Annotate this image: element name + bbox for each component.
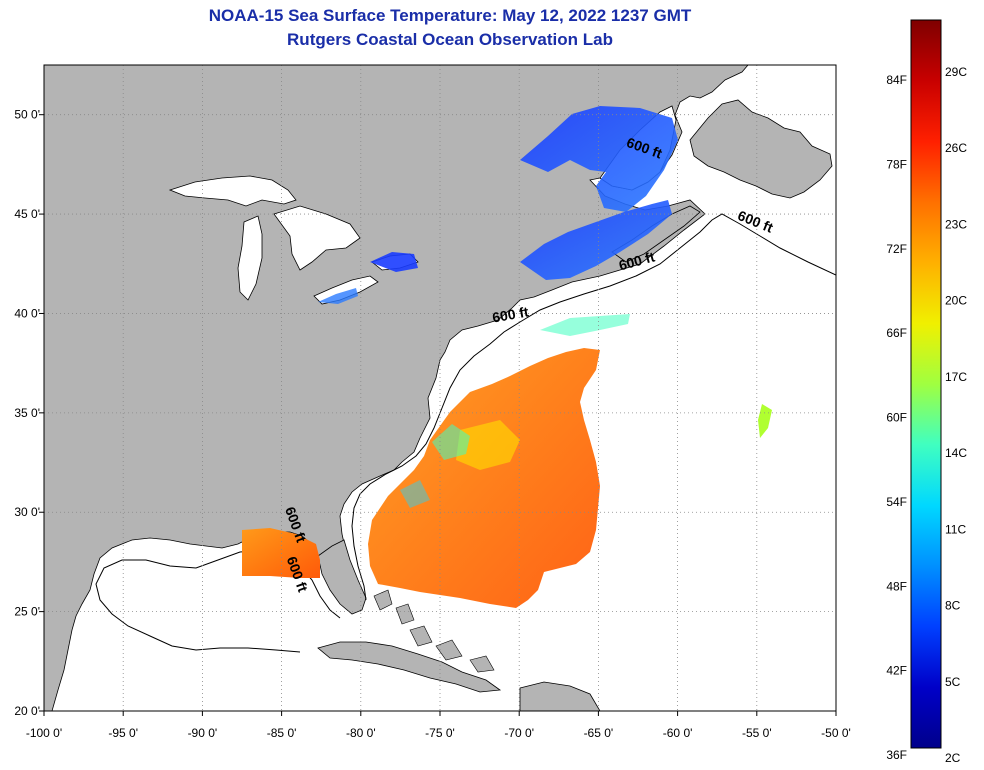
colorbar-f-label: 48F: [886, 579, 907, 593]
colorbar-f-label: 66F: [886, 326, 907, 340]
lat-axis: 20 0' 25 0' 30 0' 35 0' 40 0' 45 0' 50 0': [14, 108, 44, 718]
grid-lines: [43, 65, 837, 712]
lon-tick-label: -70 0': [504, 726, 534, 740]
lon-tick-label: -75 0': [425, 726, 455, 740]
colorbar-c-label: 29C: [945, 65, 967, 79]
colorbar-c-label: 11C: [945, 522, 966, 536]
lon-tick-label: -85 0': [267, 726, 297, 740]
lat-tick-label: 50 0': [14, 108, 40, 122]
colorbar-c-label: 23C: [945, 217, 967, 231]
lat-tick-label: 40 0': [14, 306, 40, 320]
land-cuba: [317, 641, 502, 693]
lon-tick-label: -50 0': [821, 726, 851, 740]
lon-tick-label: -100 0': [26, 726, 62, 740]
lon-tick-label: -55 0': [742, 726, 772, 740]
land-florida: [317, 539, 367, 615]
colorbar-f-label: 78F: [886, 157, 907, 171]
lat-tick-label: 30 0': [14, 505, 40, 519]
colorbar-c-label: 26C: [945, 141, 967, 155]
colorbar-f-label: 42F: [886, 664, 907, 678]
lake-michigan: [237, 215, 263, 301]
lon-axis: -100 0' -95 0' -90 0' -85 0' -80 0' -75 0' -70…: [26, 711, 851, 740]
lon-tick-label: -65 0': [584, 726, 614, 740]
contour-label-600ft: 600 ft: [491, 303, 530, 325]
colorbar-f-label: 36F: [886, 748, 907, 762]
lon-tick-label: -95 0': [108, 726, 138, 740]
lat-tick-label: 35 0': [14, 406, 40, 420]
colorbar-c-label: 14C: [945, 446, 967, 460]
colorbar-f-labels: 84F 78F 72F 66F 60F 54F 48F 42F 36F: [886, 73, 907, 762]
contour-600ft: [351, 213, 836, 601]
colorbar-f-label: 54F: [886, 495, 907, 509]
colorbar-c-label: 8C: [945, 599, 961, 613]
colorbar-c-label: 5C: [945, 675, 961, 689]
colorbar-c-labels: 29C 26C 23C 20C 17C 14C 11C 8C 5C 2C: [945, 65, 967, 765]
lat-tick-label: 20 0': [14, 704, 40, 718]
sst-swath: [242, 106, 772, 608]
colorbar-f-label: 84F: [886, 73, 907, 87]
lon-tick-label: -60 0': [663, 726, 693, 740]
chart-title: NOAA-15 Sea Surface Temperature: May 12,…: [208, 6, 692, 25]
colorbar-f-label: 60F: [886, 411, 907, 425]
land-bahamas: [373, 589, 495, 673]
lon-tick-label: -80 0': [346, 726, 376, 740]
colorbar-c-label: 20C: [945, 294, 967, 308]
colorbar-c-label: 17C: [945, 370, 967, 384]
lat-tick-label: 25 0': [14, 605, 40, 619]
lake-superior: [168, 175, 297, 207]
colorbar: [910, 19, 942, 749]
colorbar-f-label: 72F: [886, 242, 907, 256]
land-newfoundland: [689, 99, 833, 199]
lon-tick-label: -90 0': [188, 726, 218, 740]
lake-huron: [273, 205, 361, 271]
chart-subtitle: Rutgers Coastal Ocean Observation Lab: [287, 30, 613, 49]
colorbar-c-label: 2C: [945, 751, 961, 765]
land-hispaniola: [519, 681, 601, 711]
lat-tick-label: 45 0': [14, 207, 40, 221]
